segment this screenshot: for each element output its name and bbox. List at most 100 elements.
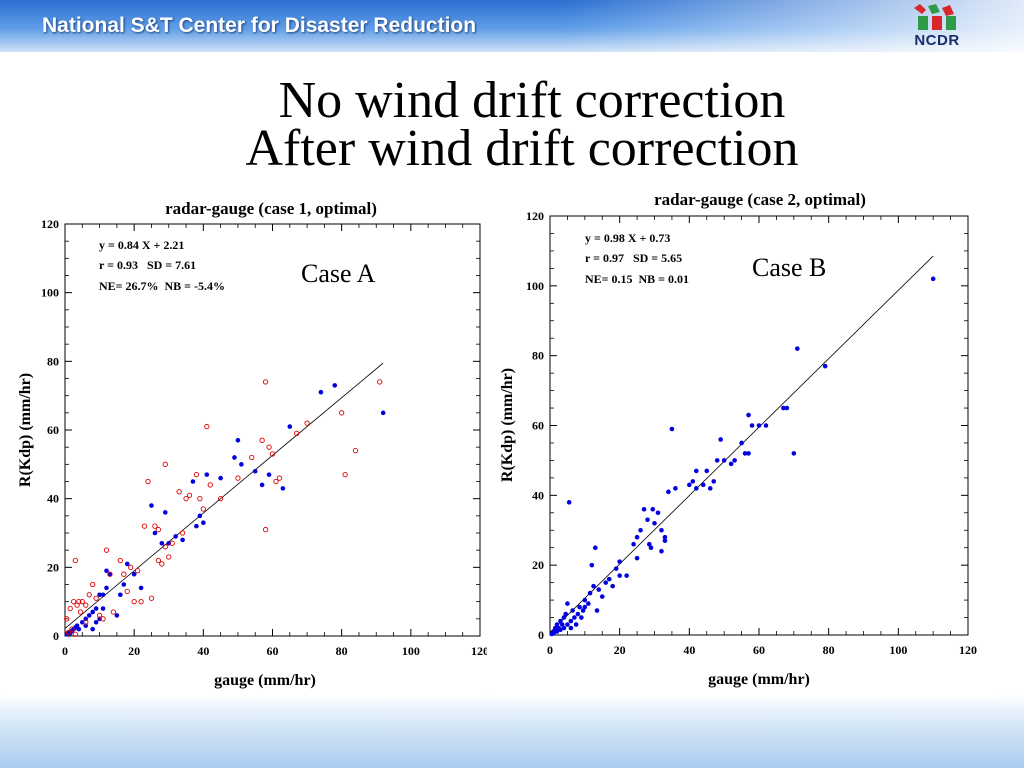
data-point-open	[152, 523, 158, 529]
data-point-open	[179, 530, 186, 536]
data-point-open	[64, 616, 70, 622]
x-tick-label: 100	[402, 644, 420, 658]
footer-wave	[0, 694, 1024, 768]
data-point-filled	[152, 530, 158, 536]
data-point-open	[183, 496, 189, 502]
x-tick-label: 20	[614, 643, 626, 657]
tick-marks	[64, 223, 481, 637]
y-tick-label: 60	[47, 423, 59, 437]
data-point-filled	[104, 568, 109, 574]
data-point-open	[110, 609, 117, 615]
data-point-filled	[197, 513, 203, 519]
data-point-open	[103, 547, 110, 553]
data-point-filled	[266, 472, 272, 477]
data-point-filled	[930, 276, 936, 282]
data-point-filled	[159, 541, 165, 546]
data-point-open	[86, 592, 92, 598]
data-point-filled	[638, 527, 643, 533]
data-point-filled	[97, 592, 102, 598]
chart-title: radar-gauge (case 1, optimal)	[165, 199, 377, 218]
stats-line-3: NE= 26.7% NB = -5.4%	[99, 279, 225, 293]
title-after-correction: After wind drift correction	[245, 120, 799, 177]
data-point-filled	[669, 426, 675, 432]
data-point-filled	[594, 608, 600, 613]
data-point-filled	[700, 482, 706, 488]
data-point-filled	[763, 423, 769, 428]
data-point-filled	[617, 573, 622, 578]
data-point-open	[193, 471, 200, 478]
data-point-filled	[107, 571, 113, 577]
data-point-filled	[566, 500, 572, 505]
data-point-filled	[104, 585, 109, 591]
data-point-filled	[606, 576, 612, 582]
data-point-filled	[580, 608, 586, 613]
data-point-filled	[190, 479, 196, 484]
data-point-filled	[718, 437, 723, 442]
data-point-open	[77, 609, 84, 615]
data-point-open	[69, 626, 75, 632]
data-point-filled	[259, 482, 265, 488]
data-point-filled	[795, 346, 800, 351]
y-tick-label: 40	[532, 488, 544, 502]
data-point-open	[339, 410, 345, 416]
y-tick-labels: 0 20 40 60 80 100 120	[41, 217, 59, 643]
data-point-filled	[90, 626, 95, 632]
data-point-filled	[822, 363, 828, 369]
data-point-open	[131, 599, 137, 605]
data-point-filled	[673, 486, 678, 491]
case-label: Case A	[301, 259, 376, 288]
data-point-filled	[645, 517, 650, 523]
data-points	[549, 276, 936, 637]
data-point-filled	[749, 423, 755, 428]
y-tick-label: 0	[53, 629, 59, 643]
data-point-filled	[634, 534, 640, 540]
data-point-filled	[100, 606, 106, 611]
data-point-open	[273, 478, 279, 485]
data-point-open	[70, 599, 77, 605]
data-point-open	[90, 581, 96, 588]
chart-panel-case-b: radar-gauge (case 2, optimal) 0 20 40 60 80 1…	[493, 183, 995, 698]
data-point-open	[96, 612, 103, 619]
stats-line-2: r = 0.93 SD = 7.61	[99, 258, 196, 272]
data-point-filled	[587, 590, 593, 596]
data-point-filled	[655, 510, 661, 516]
data-point-filled	[582, 604, 588, 610]
data-point-filled	[90, 609, 95, 615]
x-tick-label: 80	[823, 643, 835, 657]
data-point-open	[377, 379, 383, 385]
data-point-filled	[613, 566, 619, 571]
data-point-filled	[552, 625, 558, 631]
data-point-filled	[666, 489, 671, 495]
data-point-filled	[239, 462, 244, 467]
data-point-open	[207, 482, 213, 488]
x-axis-label: gauge (mm/hr)	[708, 671, 810, 688]
data-point-filled	[732, 458, 737, 463]
data-point-open	[93, 595, 99, 601]
data-point-open	[249, 454, 255, 461]
data-point-filled	[624, 573, 629, 578]
data-point-filled	[746, 451, 751, 456]
data-point-open	[169, 540, 175, 546]
data-point-filled	[582, 597, 588, 603]
x-tick-label: 60	[753, 643, 765, 657]
ncdr-logo: NCDR	[900, 2, 974, 52]
data-point-filled	[631, 541, 636, 547]
data-point-open	[117, 557, 123, 564]
data-point-filled	[76, 626, 82, 632]
data-point-filled	[131, 571, 137, 577]
data-point-filled	[121, 582, 127, 587]
x-tick-label: 0	[547, 643, 553, 657]
y-tick-label: 0	[538, 628, 544, 642]
data-point-open	[121, 571, 127, 577]
data-point-filled	[721, 458, 727, 463]
data-point-filled	[114, 613, 120, 618]
data-point-open	[159, 561, 165, 567]
data-point-filled	[559, 622, 565, 627]
data-point-open	[72, 557, 79, 564]
data-point-filled	[554, 622, 560, 627]
data-point-filled	[561, 625, 567, 631]
data-point-filled	[100, 592, 106, 598]
data-point-open	[200, 506, 206, 512]
data-point-filled	[575, 611, 581, 617]
data-point-filled	[707, 486, 713, 491]
